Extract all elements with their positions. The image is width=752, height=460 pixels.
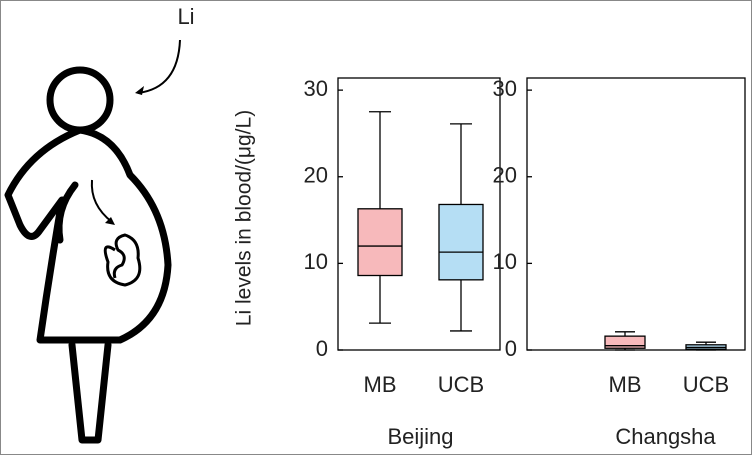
box xyxy=(357,208,403,277)
x-tick-label: UCB xyxy=(683,372,729,397)
y-tick-label: 30 xyxy=(493,76,517,101)
arrow xyxy=(90,179,113,223)
box xyxy=(604,335,646,349)
illustration xyxy=(4,66,172,444)
x-tick-label: MB xyxy=(609,372,642,397)
box xyxy=(438,203,484,281)
x-tick-label: UCB xyxy=(438,372,484,397)
x-axis-label: Beijing xyxy=(387,424,453,449)
plot-frame xyxy=(526,77,746,351)
x-axis-label: Changsha xyxy=(615,424,716,449)
arrow-head xyxy=(105,217,115,225)
x-tick-label: MB xyxy=(364,372,397,397)
plot-frame xyxy=(337,77,501,351)
arrow xyxy=(137,39,181,94)
body xyxy=(4,126,172,344)
y-tick-label: 0 xyxy=(505,336,517,361)
y-tick-label: 0 xyxy=(316,336,328,361)
fetus xyxy=(103,233,142,287)
y-tick-label: 20 xyxy=(304,163,328,188)
y-axis-label: Li levels in blood/(μg/L) xyxy=(233,110,256,326)
y-tick-label: 10 xyxy=(493,249,517,274)
y-tick-label: 10 xyxy=(304,249,328,274)
arm xyxy=(55,181,79,244)
y-tick-label: 30 xyxy=(304,76,328,101)
y-tick-label: 20 xyxy=(493,163,517,188)
legs xyxy=(68,341,112,444)
arrow-head xyxy=(135,86,144,95)
li-label: Li xyxy=(177,4,194,29)
